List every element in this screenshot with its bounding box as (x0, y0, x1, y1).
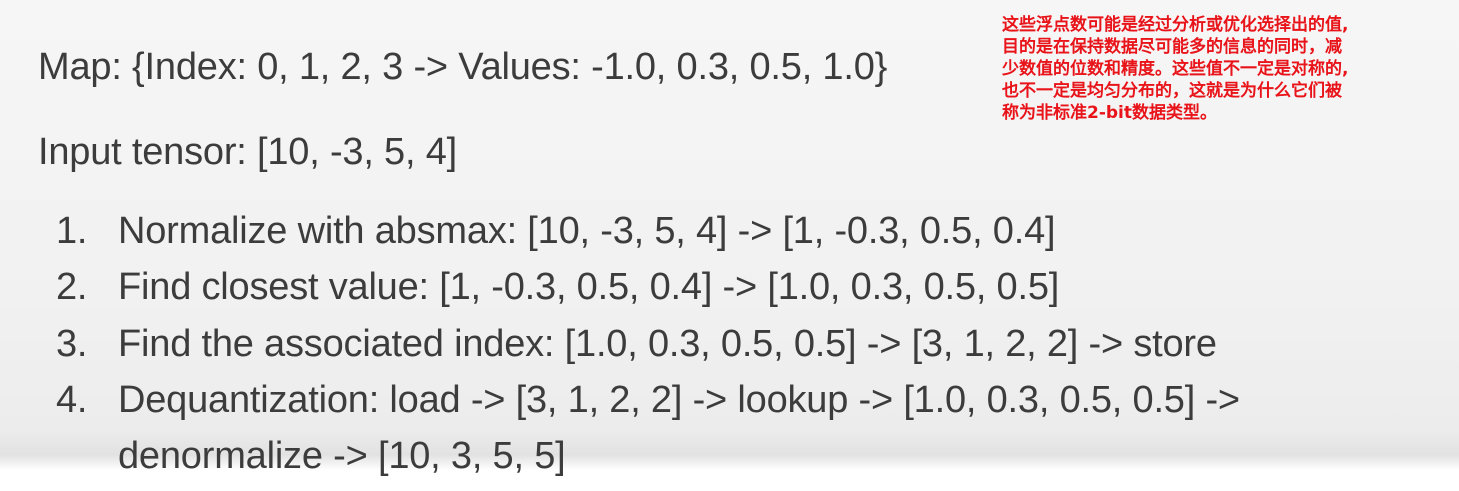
step-text: Dequantization: load -> [3, 1, 2, 2] -> … (118, 379, 1240, 421)
annotation-line: 称为非标准2-bit数据类型。 (1002, 103, 1218, 123)
annotation-line: 目的是在保持数据尽可能多的信息的同时，减 (1002, 37, 1342, 57)
step-text: Find closest value: [1, -0.3, 0.5, 0.4] … (118, 266, 1060, 308)
annotation-line: 这些浮点数可能是经过分析或优化选择出的值, (1002, 15, 1349, 35)
step-number: 1. (56, 210, 88, 252)
step-number: 4. (56, 379, 88, 421)
step-text: Normalize with absmax: [10, -3, 5, 4] ->… (118, 210, 1056, 252)
step-text-continuation: denormalize -> [10, 3, 5, 5] (118, 435, 566, 477)
annotation-line: 少数值的位数和精度。这些值不一定是对称的, (1002, 59, 1349, 79)
step-number: 3. (56, 323, 88, 365)
map-definition: Map: {Index: 0, 1, 2, 3 -> Values: -1.0,… (38, 46, 888, 88)
step-text: Find the associated index: [1.0, 0.3, 0.… (118, 323, 1217, 365)
input-tensor: Input tensor: [10, -3, 5, 4] (38, 131, 457, 173)
annotation-line: 也不一定是均匀分布的，这就是为什么它们被 (1002, 81, 1342, 101)
step-number: 2. (56, 266, 88, 308)
annotation-note: 这些浮点数可能是经过分析或优化选择出的值, 目的是在保持数据尽可能多的信息的同时… (1002, 14, 1454, 124)
